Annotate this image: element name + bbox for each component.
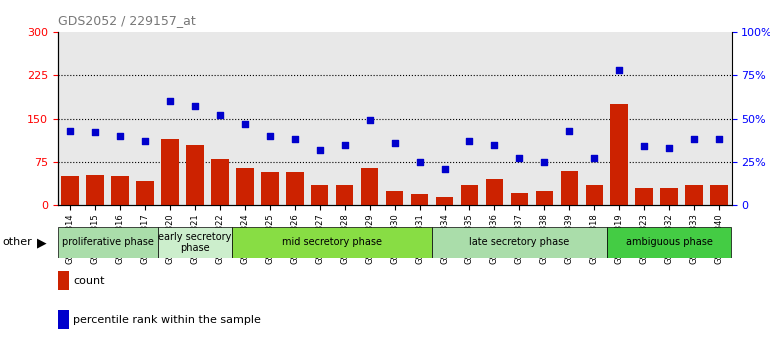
Bar [211,159,229,205]
Bar [511,193,528,205]
Point [339,142,351,147]
Point [164,98,176,104]
Text: percentile rank within the sample: percentile rank within the sample [73,315,261,325]
Point [64,128,76,133]
Point [214,112,226,118]
Bar [486,179,503,205]
Text: late secretory phase: late secretory phase [469,238,570,247]
Bar [112,176,129,205]
Bar [432,227,607,258]
Point [189,104,201,109]
Bar [236,168,253,205]
Text: proliferative phase: proliferative phase [62,238,153,247]
Bar [286,172,303,205]
Point [613,67,625,73]
Bar [161,139,179,205]
Bar [585,185,603,205]
Point [139,138,151,144]
Point [538,159,551,165]
Bar [58,227,158,258]
Bar [635,188,653,205]
Point [89,130,102,135]
Bar [460,185,478,205]
Bar [261,172,279,205]
Bar [311,185,329,205]
Bar [436,197,454,205]
Text: count: count [73,276,105,286]
Bar [607,227,731,258]
Bar [561,171,578,205]
Point [239,121,251,127]
Bar [661,188,678,205]
Point [313,147,326,153]
Bar [361,168,378,205]
Text: mid secretory phase: mid secretory phase [283,238,382,247]
Point [363,118,376,123]
Bar [710,185,728,205]
Bar [136,181,154,205]
Bar [158,227,233,258]
Text: GDS2052 / 229157_at: GDS2052 / 229157_at [58,14,196,27]
Point [563,128,575,133]
Bar [685,185,703,205]
Point [663,145,675,151]
Text: other: other [2,238,32,247]
Point [388,140,400,146]
Bar [336,185,353,205]
Bar [233,227,432,258]
Point [413,159,426,165]
Bar [611,104,628,205]
Point [713,137,725,142]
Point [464,138,476,144]
Point [588,156,601,161]
Point [688,137,700,142]
Point [289,137,301,142]
Point [438,166,450,172]
Point [114,133,126,139]
Text: early secretory
phase: early secretory phase [159,232,232,253]
Point [488,142,500,147]
Text: ambiguous phase: ambiguous phase [626,238,712,247]
Point [514,156,526,161]
Bar [536,191,553,205]
Text: ▶: ▶ [37,236,46,249]
Bar [386,191,403,205]
Bar [186,144,204,205]
Bar [62,176,79,205]
Point [263,133,276,139]
Bar [86,175,104,205]
Bar [411,194,428,205]
Point [638,143,651,149]
